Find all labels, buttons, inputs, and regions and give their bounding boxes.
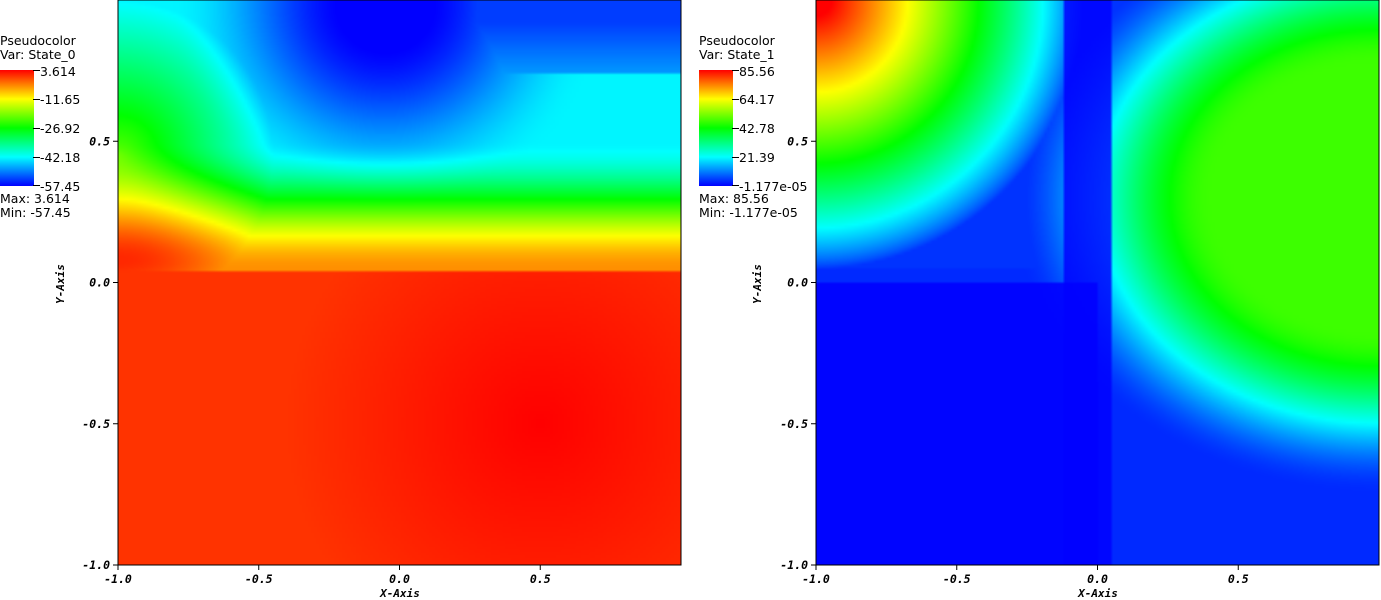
x-tick-label: 0.0	[389, 572, 410, 586]
legend-max: Max: 85.56	[699, 191, 769, 206]
colorbar-label: 64.17	[739, 92, 775, 107]
y-tick-label: 0.5	[787, 134, 808, 148]
legend-title: Pseudocolor	[0, 33, 76, 48]
y-axis-title: Y-Axis	[54, 264, 67, 304]
legend-min: Min: -1.177e-05	[699, 205, 798, 220]
chart-panel-state-0: Pseudocolor Var: State_0 3.614 -11.65 -2…	[0, 0, 690, 600]
heatmap-plot: X-Axis Y-Axis -1.0 -0.5 0.0 0.5 -1.0 -0.5 0.0 0…	[751, 0, 1380, 600]
y-tick-label: -1.0	[780, 558, 808, 572]
x-axis-title: X-Axis	[379, 587, 420, 600]
colorbar-label: 21.39	[739, 150, 775, 165]
heatmap-image	[118, 0, 681, 565]
colorbar-tick	[732, 185, 739, 186]
colorbar-label: -57.45	[40, 179, 81, 194]
y-tick-label: -0.5	[780, 417, 808, 431]
y-tick-label: 0.0	[89, 276, 110, 290]
colorbar-label: 42.78	[739, 121, 775, 136]
colorbar-label: -1.177e-05	[739, 179, 808, 194]
y-tick-label: -0.5	[82, 417, 110, 431]
x-tick-label: -1.0	[104, 572, 132, 586]
chart-panel-state-1: Pseudocolor Var: State_1 85.56 64.17 42.…	[697, 0, 1381, 600]
colorbar-tick	[732, 157, 739, 158]
y-tick-label: 0.0	[787, 276, 808, 290]
y-tick-label: 0.5	[89, 134, 110, 148]
x-tick-label: 0.5	[530, 572, 551, 586]
colorbar	[699, 70, 733, 186]
colorbar-label: -26.92	[40, 121, 81, 136]
colorbar-label: -42.18	[40, 150, 81, 165]
y-axis-title: Y-Axis	[751, 264, 764, 304]
colorbar-label: 3.614	[40, 64, 76, 79]
colorbar-label: -11.65	[40, 92, 81, 107]
legend-min: Min: -57.45	[0, 205, 71, 220]
colorbar-tick	[33, 157, 40, 158]
legend-variable: Var: State_1	[699, 47, 775, 62]
colorbar-tick	[33, 185, 40, 186]
x-tick-label: 0.0	[1087, 572, 1108, 586]
colorbar-tick	[732, 128, 739, 129]
colorbar	[0, 70, 34, 186]
x-tick-label: -0.5	[943, 572, 971, 586]
plot-area	[117, 0, 682, 566]
colorbar-tick	[33, 128, 40, 129]
colorbar-label: 85.56	[739, 64, 775, 79]
colorbar-tick	[33, 99, 40, 100]
colorbar-tick	[732, 99, 739, 100]
heatmap-image	[816, 0, 1379, 565]
legend-title: Pseudocolor	[699, 33, 775, 48]
y-tick-label: -1.0	[82, 558, 110, 572]
colorbar-tick	[33, 70, 40, 71]
x-tick-label: 0.5	[1228, 572, 1249, 586]
legend-max: Max: 3.614	[0, 191, 70, 206]
heatmap-plot: X-Axis Y-Axis -1.0 -0.5 0.0 0.5 -1.0 -0.5 0.0 0…	[54, 0, 682, 600]
colorbar-tick	[732, 70, 739, 71]
x-tick-label: -0.5	[245, 572, 273, 586]
x-tick-label: -1.0	[802, 572, 830, 586]
plot-area	[815, 0, 1380, 566]
legend-variable: Var: State_0	[0, 47, 76, 62]
x-axis-title: X-Axis	[1077, 587, 1118, 600]
